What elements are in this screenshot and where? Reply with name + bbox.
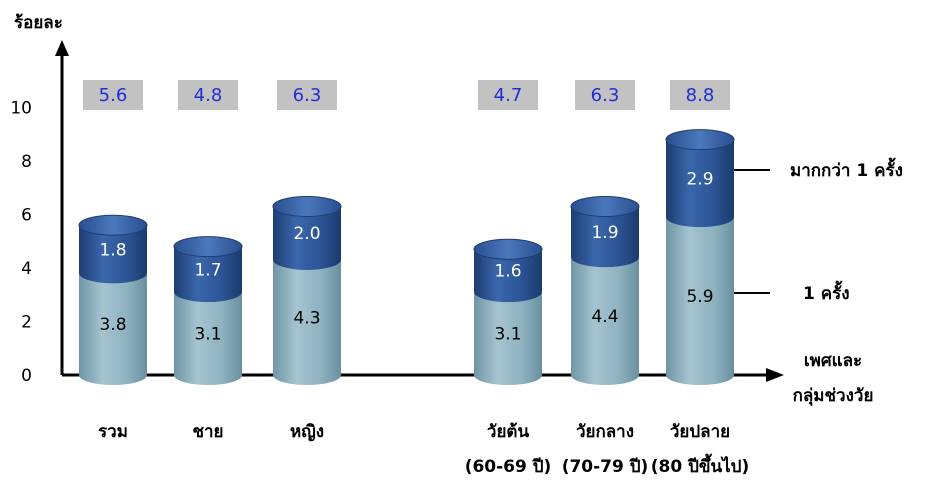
- x-axis-title-line1: เพศและ: [804, 351, 862, 371]
- bar-segment-once: [79, 273, 147, 385]
- data-label-once: 5.9: [686, 287, 713, 307]
- bar-top-cap: [665, 129, 735, 151]
- x-axis-title-line2: กลุ่มช่วงวัย: [793, 386, 874, 406]
- data-label-once: 3.1: [194, 325, 221, 345]
- total-box: [478, 80, 538, 110]
- bar-segment-once: [174, 292, 242, 385]
- bar-segment-more: [666, 139, 734, 228]
- bar-group: 3.8 1.8 5.6: [78, 80, 148, 385]
- data-label-more: 1.9: [591, 223, 618, 243]
- y-tick-label: 0: [21, 366, 32, 386]
- bars: 3.8 1.8 5.6 3.1 1.7 4.8 4.3 2.0 6.3 3.1 1.6 4.7 4.4 1…: [78, 80, 735, 385]
- data-label-once: 4.3: [293, 308, 320, 328]
- category-label: หญิง: [290, 422, 324, 442]
- total-box: [83, 80, 143, 110]
- total-box: [670, 80, 730, 110]
- bar-segment-more: [474, 249, 542, 303]
- data-label-more: 1.8: [99, 240, 126, 260]
- bar-segment-once: [571, 257, 639, 385]
- bar-group: 3.1 1.7 4.8: [173, 80, 243, 385]
- legend-label-more: มากกว่า 1 ครั้ง: [790, 157, 903, 181]
- y-tick-label: 10: [10, 99, 32, 119]
- bar-segment-once: [666, 217, 734, 385]
- category-label: วัยปลาย: [670, 422, 730, 442]
- total-label: 6.3: [293, 85, 322, 106]
- bar-segment-more: [571, 206, 639, 268]
- bar-group: 5.9 2.9 8.8: [665, 80, 735, 385]
- y-tick-label: 2: [21, 313, 32, 333]
- bar-top-cap: [570, 195, 640, 217]
- bar-group: 4.4 1.9 6.3: [570, 80, 640, 385]
- bar-top-cap: [272, 195, 342, 217]
- y-axis-arrow: [55, 40, 69, 56]
- total-label: 8.8: [686, 85, 715, 106]
- data-label-more: 1.6: [494, 262, 521, 282]
- total-label: 4.8: [194, 85, 223, 106]
- total-label: 6.3: [591, 85, 620, 106]
- y-axis-title: ร้อยละ: [14, 13, 63, 33]
- data-label-more: 1.7: [194, 260, 221, 280]
- category-sublabel: (80 ปีขึ้นไป): [651, 453, 750, 477]
- category-sublabel: (60-69 ปี): [465, 456, 552, 477]
- y-tick-label: 8: [21, 152, 32, 172]
- category-label: ชาย: [192, 422, 223, 442]
- bar-top-cap: [173, 236, 243, 258]
- category-label: รวม: [98, 422, 128, 442]
- bar-segment-more: [273, 206, 341, 270]
- legend-label-once: 1 ครั้ง: [803, 280, 850, 304]
- bar-top-cap: [78, 214, 148, 236]
- total-box: [575, 80, 635, 110]
- data-label-once: 4.4: [591, 307, 618, 327]
- total-box: [277, 80, 337, 110]
- bar-segment-once: [273, 259, 341, 385]
- labels: รวม ชาย หญิง วัยต้น (60-69 ปี) วัยกลาง (70-79 …: [98, 157, 903, 477]
- y-tick-label: 4: [21, 259, 32, 279]
- bar-segment-more: [174, 246, 242, 303]
- bar-top-cap: [473, 238, 543, 260]
- total-label: 4.7: [494, 85, 523, 106]
- data-label-once: 3.1: [494, 325, 521, 345]
- x-axis-arrow: [766, 368, 784, 382]
- category-sublabel: (70-79 ปี): [562, 456, 649, 477]
- bar-segment-once: [474, 292, 542, 385]
- total-label: 5.6: [99, 85, 128, 106]
- category-label: วัยกลาง: [576, 422, 634, 442]
- bar-segment-more: [79, 225, 147, 284]
- data-label-more: 2.9: [686, 169, 713, 189]
- bar-group: 3.1 1.6 4.7: [473, 80, 543, 385]
- category-label: วัยต้น: [487, 422, 530, 442]
- data-label-more: 2.0: [293, 224, 320, 244]
- total-box: [178, 80, 238, 110]
- bar-group: 4.3 2.0 6.3: [272, 80, 342, 385]
- data-label-once: 3.8: [99, 315, 126, 335]
- y-tick-label: 6: [21, 206, 32, 226]
